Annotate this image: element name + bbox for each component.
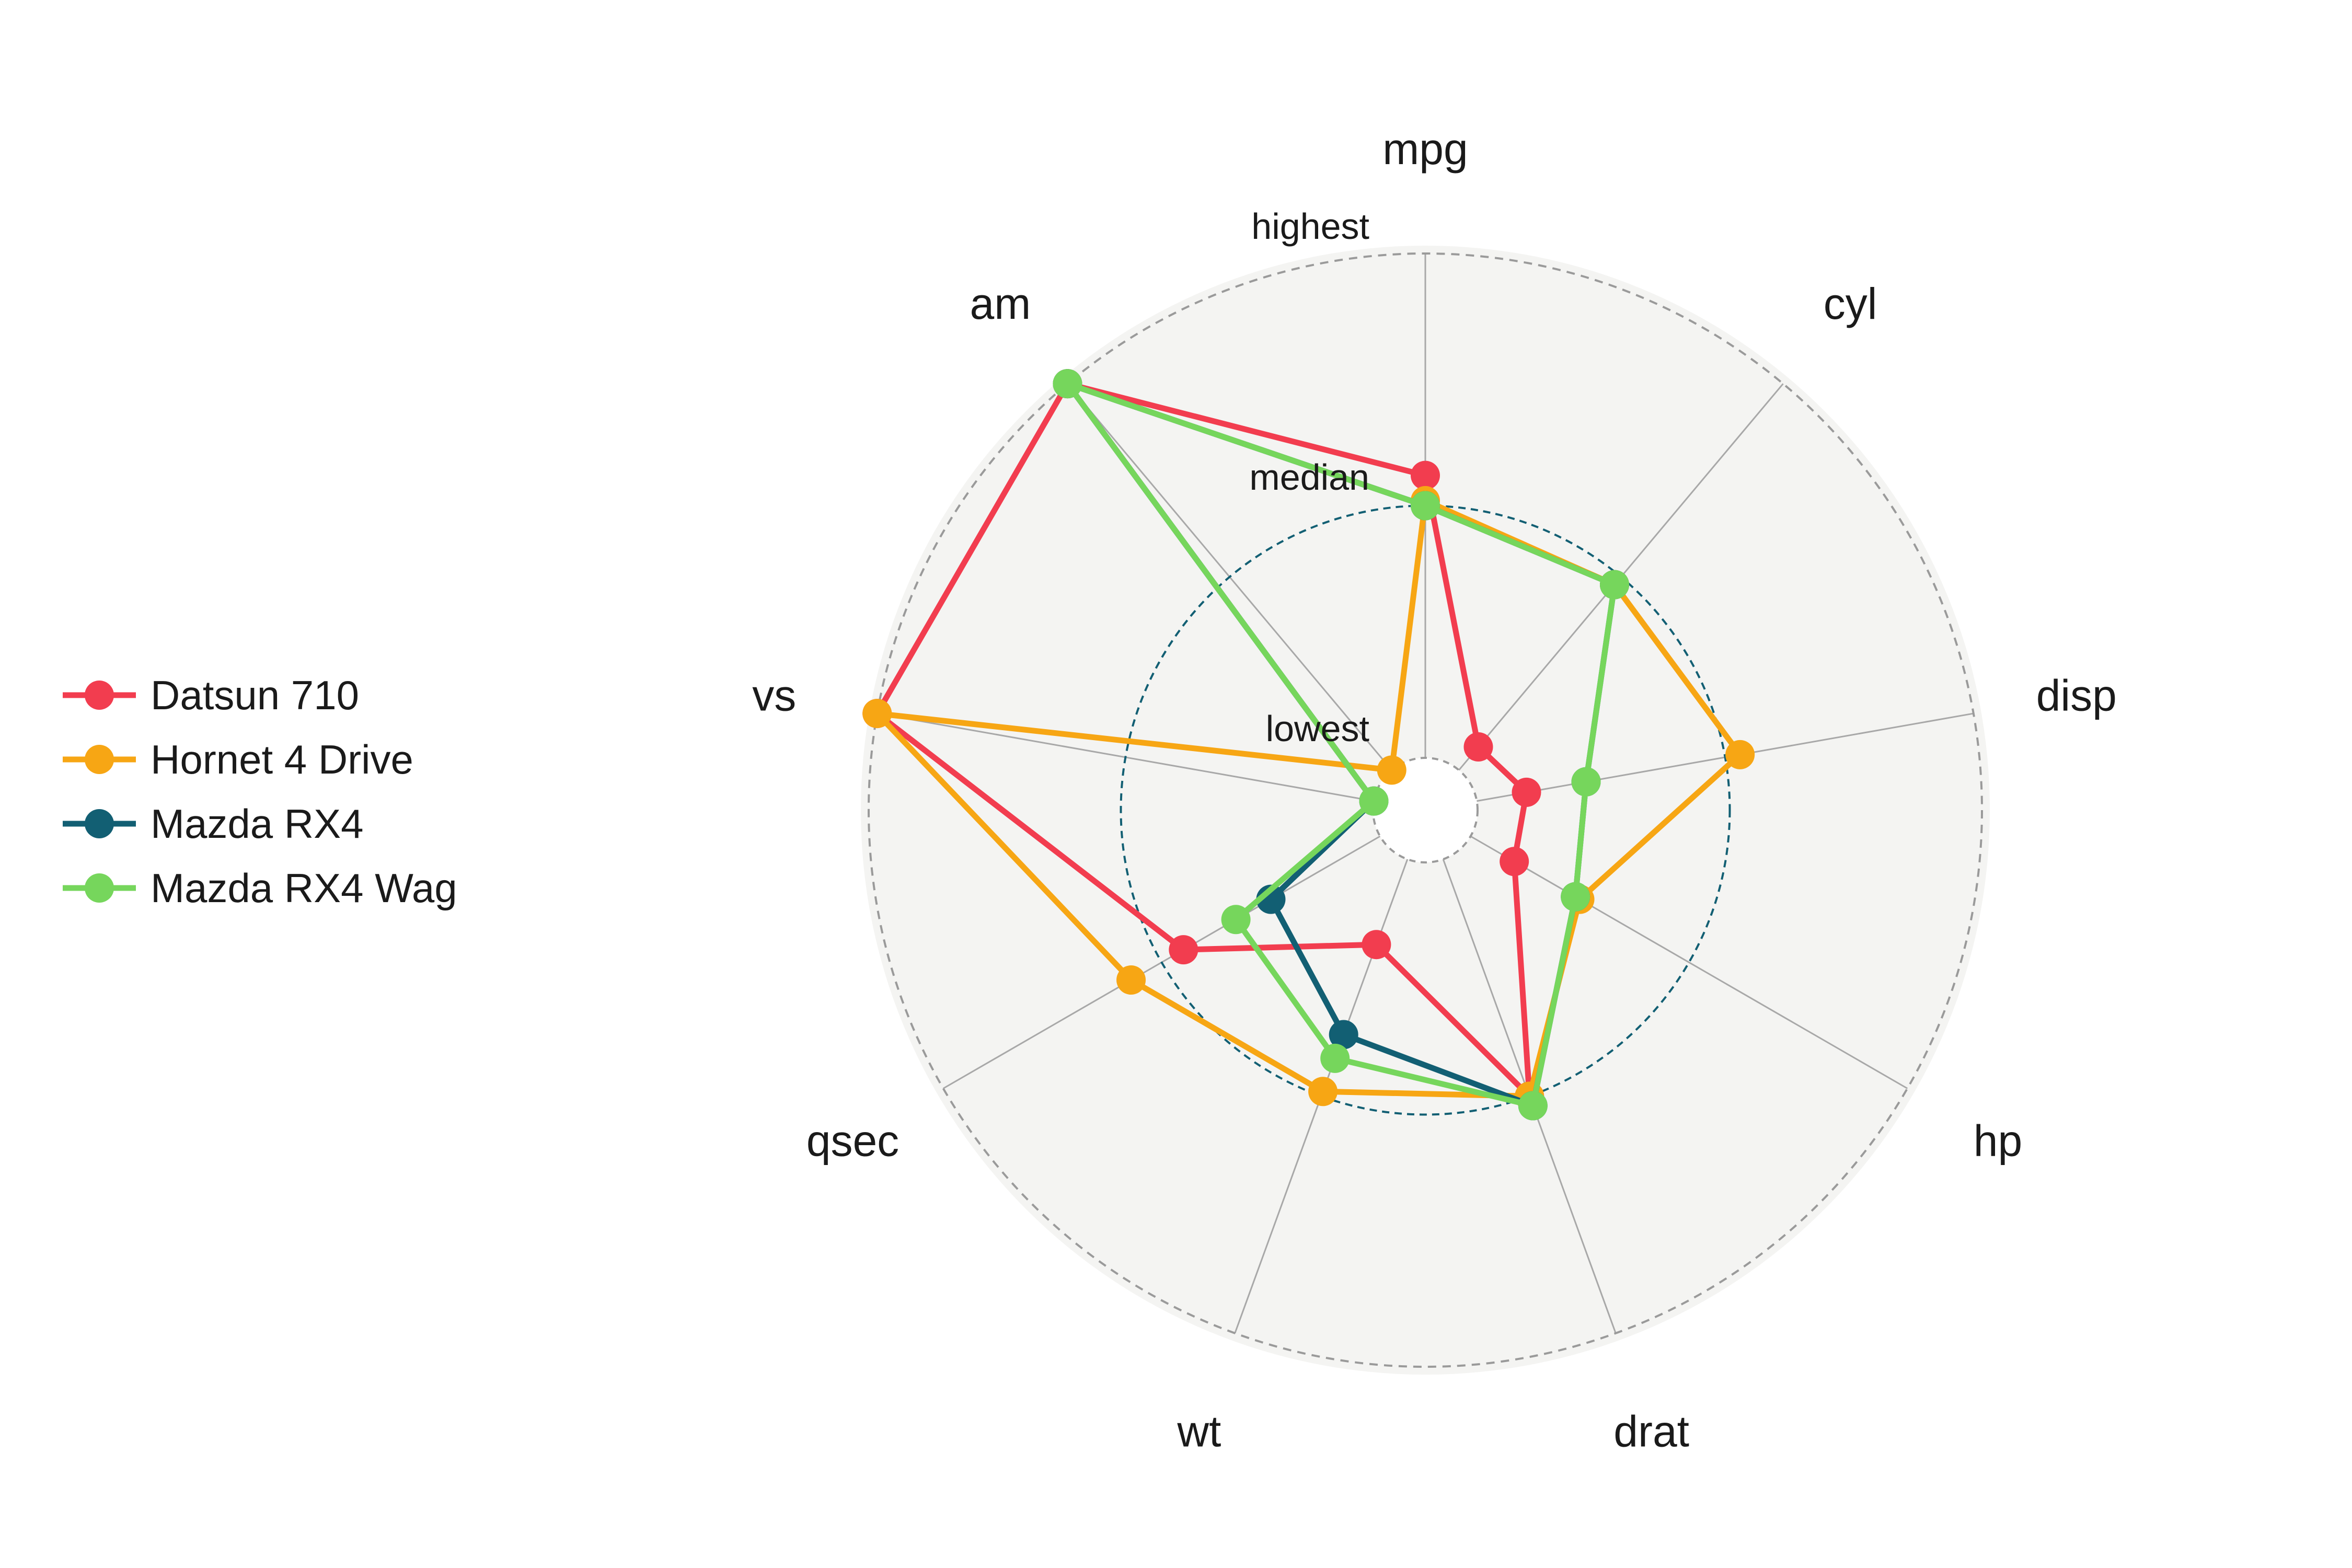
ring-label-highest: highest <box>1251 206 1369 247</box>
ring-labels: highest median lowest <box>1249 206 1369 749</box>
series-line-1 <box>869 496 1744 1099</box>
series-line-0 <box>873 380 1533 1104</box>
legend-marker-3 <box>85 873 114 903</box>
series-3-point-drat <box>1518 1091 1548 1121</box>
series-3 <box>1053 369 1630 1121</box>
legend-label-3: Mazda RX4 Wag <box>151 865 457 911</box>
legend-label-2: Mazda RX4 <box>151 801 364 847</box>
series-3-point-mpg <box>1411 491 1440 521</box>
series-2-point-wt <box>1329 1020 1358 1050</box>
series-0-point-hp <box>1500 847 1529 877</box>
axis-label-drat: drat <box>1613 1407 1689 1456</box>
axis-line-hp <box>1470 835 1908 1089</box>
ring-label-lowest: lowest <box>1266 708 1369 749</box>
series-3-point-cyl <box>1600 570 1630 599</box>
series-0-point-disp <box>1512 777 1541 807</box>
series-3-point-hp <box>1561 882 1590 912</box>
series-1-point-qsec <box>1116 965 1146 995</box>
series-1-point-disp <box>1725 740 1755 769</box>
axis-label-wt: wt <box>1177 1407 1221 1456</box>
series-0-point-qsec <box>1169 935 1198 965</box>
axis-label-disp: disp <box>2036 671 2117 720</box>
axis-labels: mpg cyl disp hp drat wt qsec vs am <box>752 124 2117 1456</box>
legend-label-1: Hornet 4 Drive <box>151 736 413 782</box>
axis-label-cyl: cyl <box>1824 279 1877 328</box>
series-layer <box>862 369 1755 1121</box>
axis-label-am: am <box>970 279 1031 328</box>
radar-background <box>861 246 1990 1375</box>
radar-grid <box>868 252 1983 1368</box>
legend: Datsun 710 Hornet 4 Drive Mazda RX4 Mazda R… <box>63 672 457 911</box>
series-1-point-wt <box>1308 1077 1338 1106</box>
ring-highest <box>868 252 1983 1368</box>
series-0-point-mpg <box>1411 460 1440 490</box>
legend-marker-1 <box>85 745 114 774</box>
ring-label-median: median <box>1249 457 1369 498</box>
axis-label-mpg: mpg <box>1382 124 1468 174</box>
series-line-3 <box>1059 378 1618 1110</box>
axis-label-qsec: qsec <box>806 1116 899 1166</box>
legend-marker-2 <box>85 809 114 838</box>
series-0-point-wt <box>1362 930 1391 960</box>
series-1-point-vs <box>862 699 892 729</box>
axis-label-hp: hp <box>1974 1116 2022 1166</box>
series-1-point-am <box>1377 755 1406 785</box>
series-3-point-qsec <box>1221 905 1251 935</box>
axis-label-vs: vs <box>752 671 796 720</box>
series-3-point-am <box>1053 369 1082 399</box>
series-3-point-vs <box>1359 786 1389 816</box>
series-3-point-wt <box>1320 1043 1350 1073</box>
legend-marker-0 <box>85 681 114 710</box>
legend-label-0: Datsun 710 <box>151 672 359 718</box>
series-3-point-disp <box>1571 767 1601 797</box>
series-0-point-cyl <box>1463 732 1493 762</box>
radar-center-hole <box>1373 758 1478 862</box>
